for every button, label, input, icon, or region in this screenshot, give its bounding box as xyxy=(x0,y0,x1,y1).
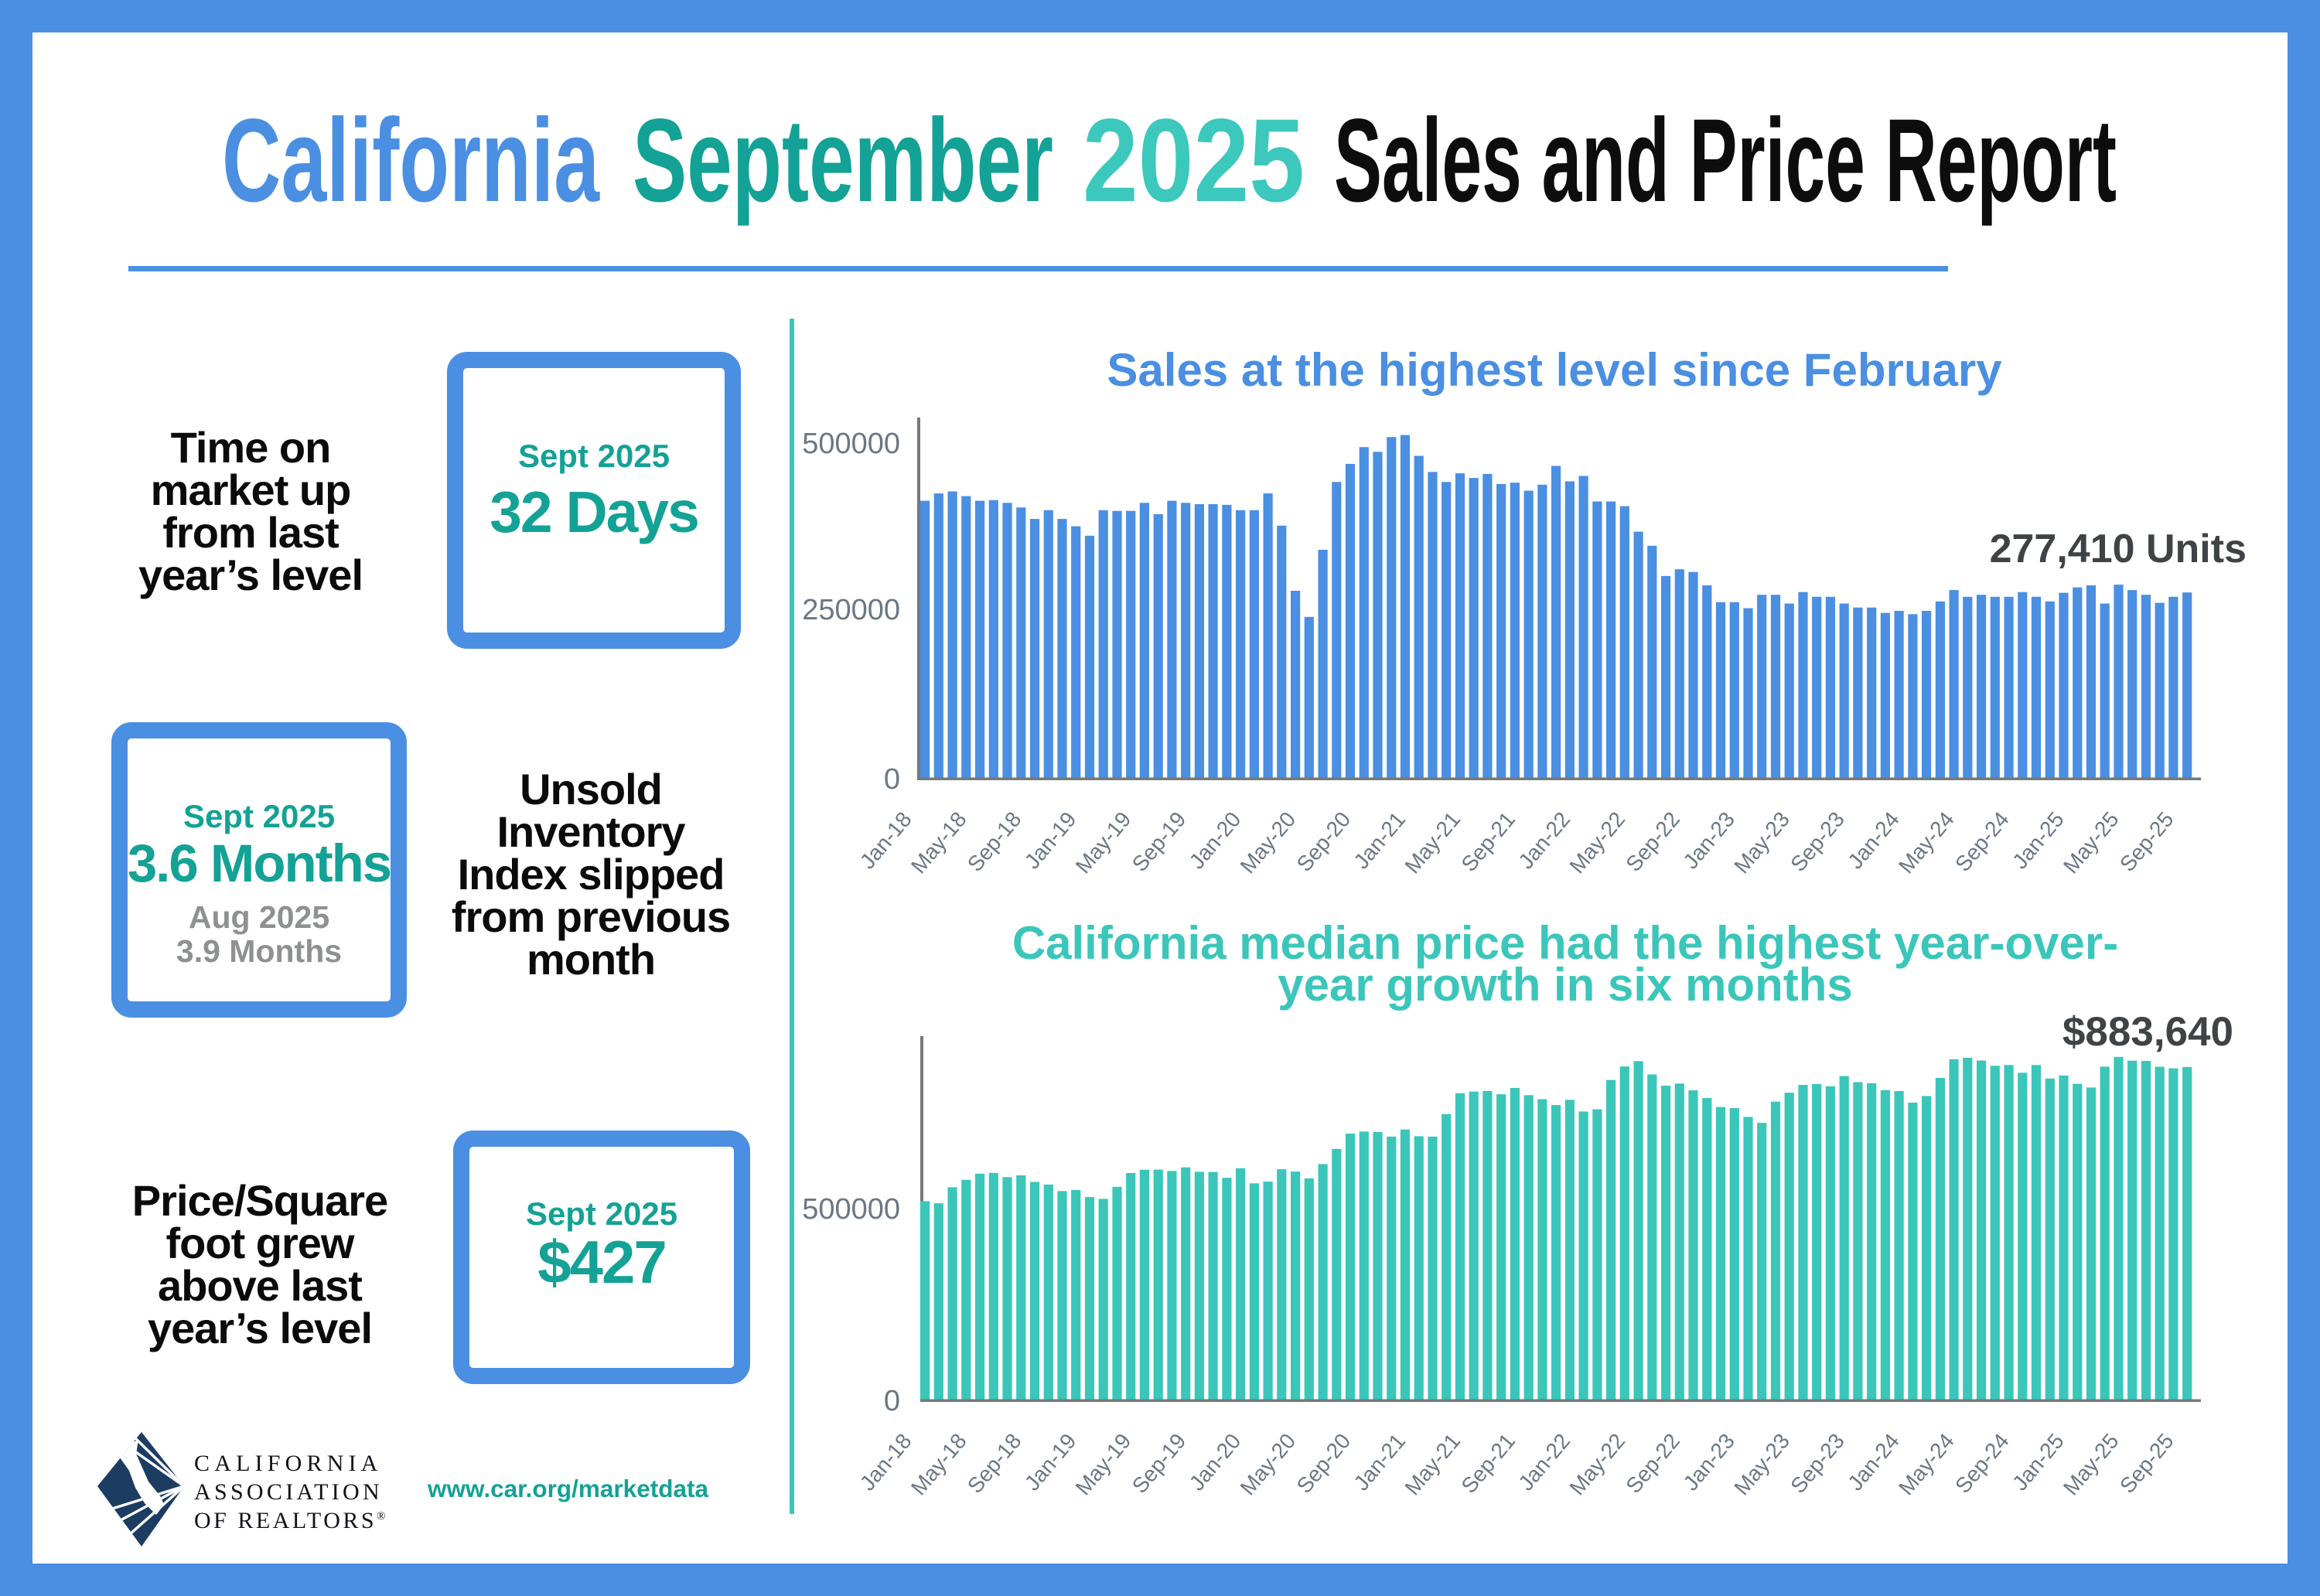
svg-text:Sep-25: Sep-25 xyxy=(2115,1429,2178,1498)
svg-text:0: 0 xyxy=(884,763,900,796)
svg-text:Sep-24: Sep-24 xyxy=(1950,1429,2014,1498)
svg-text:May-19: May-19 xyxy=(1071,1429,1136,1499)
svg-text:CALIFORNIA: CALIFORNIA xyxy=(194,1451,383,1476)
svg-text:Sep-19: Sep-19 xyxy=(1128,1429,1191,1498)
svg-text:Sep-20: Sep-20 xyxy=(1292,1429,1356,1498)
svg-text:OF REALTORS®: OF REALTORS® xyxy=(194,1508,388,1533)
svg-text:Sep-18: Sep-18 xyxy=(963,1429,1026,1498)
svg-text:500000: 500000 xyxy=(802,1193,900,1226)
svg-text:year growth in six months: year growth in six months xyxy=(1278,959,1852,1011)
svg-text:Sep-19: Sep-19 xyxy=(1128,807,1191,876)
svg-text:Sep-23: Sep-23 xyxy=(1786,1429,1849,1498)
svg-text:Sep-22: Sep-22 xyxy=(1621,1429,1684,1498)
svg-text:May-22: May-22 xyxy=(1564,807,1629,878)
svg-text:500000: 500000 xyxy=(802,428,900,460)
svg-text:250000: 250000 xyxy=(802,594,900,626)
svg-text:May-18: May-18 xyxy=(906,1429,971,1499)
svg-text:Sales at the highest level sin: Sales at the highest level since Februar… xyxy=(1107,344,2002,396)
svg-text:May-18: May-18 xyxy=(906,807,971,878)
svg-text:Sep-23: Sep-23 xyxy=(1786,807,1849,876)
svg-text:May-21: May-21 xyxy=(1401,807,1465,878)
svg-text:$883,640: $883,640 xyxy=(2062,1009,2233,1055)
svg-text:Sep-21: Sep-21 xyxy=(1457,807,1520,876)
svg-text:May-22: May-22 xyxy=(1564,1429,1629,1499)
svg-text:Sep-24: Sep-24 xyxy=(1950,807,2014,876)
svg-text:May-25: May-25 xyxy=(2059,807,2124,878)
svg-text:Sep-18: Sep-18 xyxy=(963,807,1026,876)
svg-text:California median price had th: California median price had the highest … xyxy=(1012,917,2118,969)
svg-text:May-24: May-24 xyxy=(1894,807,1959,878)
svg-text:May-19: May-19 xyxy=(1071,807,1136,878)
svg-text:Sep-22: Sep-22 xyxy=(1621,807,1684,876)
svg-text:Sep-20: Sep-20 xyxy=(1292,807,1356,876)
svg-text:0: 0 xyxy=(884,1385,900,1417)
svg-text:May-24: May-24 xyxy=(1894,1429,1959,1499)
svg-text:Sep-25: Sep-25 xyxy=(2115,807,2178,876)
svg-text:May-25: May-25 xyxy=(2059,1429,2124,1499)
svg-text:May-20: May-20 xyxy=(1236,807,1301,878)
svg-text:ASSOCIATION: ASSOCIATION xyxy=(194,1479,383,1505)
svg-text:May-20: May-20 xyxy=(1236,1429,1301,1499)
svg-text:May-23: May-23 xyxy=(1729,1429,1794,1499)
svg-text:May-23: May-23 xyxy=(1729,807,1794,878)
svg-text:277,410 Units: 277,410 Units xyxy=(1990,527,2247,571)
svg-text:Sep-21: Sep-21 xyxy=(1457,1429,1520,1498)
svg-text:May-21: May-21 xyxy=(1401,1429,1465,1499)
